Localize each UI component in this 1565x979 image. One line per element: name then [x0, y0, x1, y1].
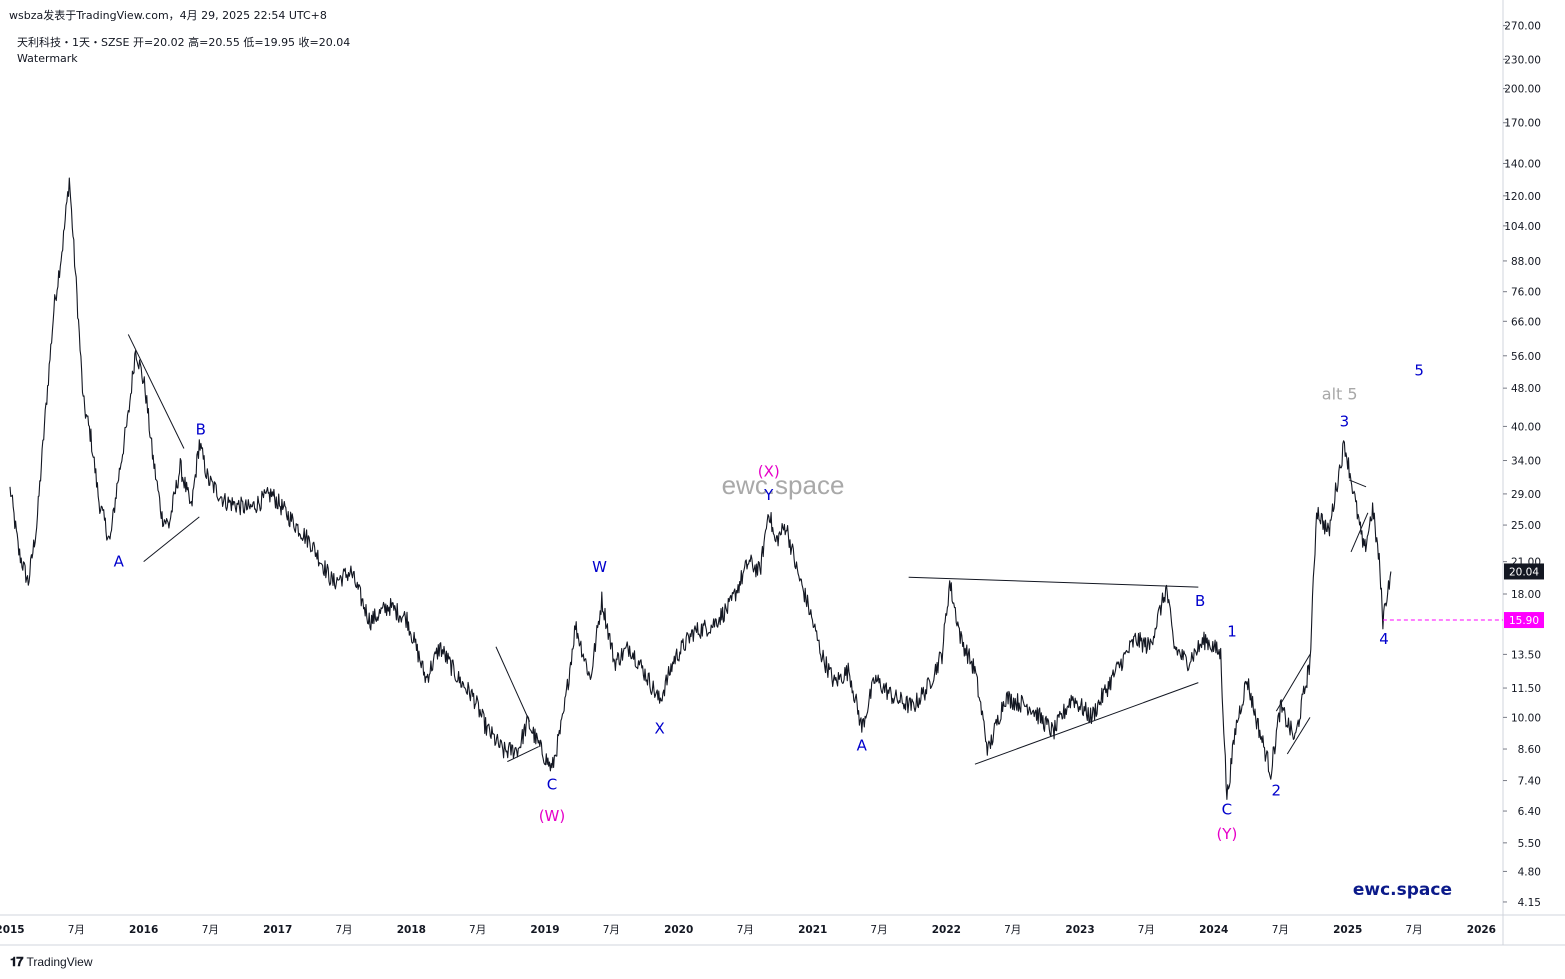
- price-tick-label: 6.40: [1518, 806, 1541, 818]
- price-tick-label: 34.00: [1511, 456, 1541, 468]
- trendline: [495, 646, 531, 722]
- wave-label: (W): [539, 807, 566, 825]
- time-tick-label: 7月: [1004, 924, 1021, 936]
- wave-label: W: [592, 558, 607, 576]
- price-tick-label: 48.00: [1511, 383, 1541, 395]
- time-tick-label: 7月: [737, 924, 754, 936]
- wave-label: C: [1222, 800, 1232, 818]
- trendline: [127, 334, 185, 449]
- price-tick-label: 29.00: [1511, 489, 1541, 501]
- time-tick-label: 7月: [469, 924, 486, 936]
- time-tick-label: 2026: [1467, 924, 1496, 936]
- time-tick-label: 2025: [1333, 924, 1362, 936]
- footer-brand: TradingView: [26, 955, 93, 969]
- price-tick-label: 66.00: [1511, 316, 1541, 328]
- trendline-layer: [127, 334, 1369, 765]
- trendline: [1350, 512, 1369, 553]
- time-tick-label: 7月: [1272, 924, 1289, 936]
- watermark-center-text: ewc.space: [722, 470, 845, 500]
- time-tick-label: 7月: [603, 924, 620, 936]
- trendline: [1275, 654, 1311, 712]
- wave-label: alt 5: [1322, 384, 1358, 403]
- price-tick-label: 5.50: [1518, 838, 1541, 850]
- watermark-layer: ewc.space: [722, 470, 845, 500]
- trendline: [1286, 717, 1311, 755]
- time-tick-label: 7月: [202, 924, 219, 936]
- time-tick-label: 2020: [664, 924, 693, 936]
- brand-label: ewc.space: [1353, 880, 1452, 900]
- trendline: [908, 576, 1199, 588]
- price-label-box: [1504, 612, 1544, 629]
- trendline: [974, 682, 1199, 765]
- price-tick-label: 4.15: [1518, 897, 1541, 909]
- price-series-layer: [9, 177, 1392, 800]
- price-tick-label: 104.00: [1504, 221, 1541, 233]
- wave-label: A: [857, 736, 868, 754]
- trendline: [507, 746, 540, 763]
- time-tick-label: 7月: [1405, 924, 1422, 936]
- time-tick-label: 2017: [263, 924, 292, 936]
- time-tick-label: 2021: [798, 924, 827, 936]
- wave-label: X: [654, 720, 664, 738]
- wave-label: B: [1195, 592, 1205, 610]
- price-tick-label: 56.00: [1511, 351, 1541, 363]
- price-label-text: 20.04: [1509, 566, 1539, 578]
- price-axis: 270.00 230.00 200.00 170.00 140.00 120.00 104.…: [1382, 21, 1544, 909]
- trendline: [1349, 479, 1367, 488]
- symbol-ohlc-legend: 天利科技・1天・SZSE 开=20.02 高=20.55 低=19.95 收=2…: [17, 36, 351, 49]
- price-tick-label: 120.00: [1504, 191, 1541, 203]
- watermark-label: Watermark: [17, 52, 78, 65]
- price-tick-label: 8.60: [1518, 744, 1541, 756]
- price-tick-label: 4.80: [1518, 866, 1541, 878]
- time-tick-label: 7月: [68, 924, 85, 936]
- chart-frame: [0, 0, 1565, 946]
- price-series-line: [9, 177, 1392, 800]
- wave-label: B: [196, 420, 206, 438]
- price-tick-label: 76.00: [1511, 287, 1541, 299]
- price-tick-label: 200.00: [1504, 84, 1541, 96]
- price-tick-label: 40.00: [1511, 421, 1541, 433]
- time-tick-label: 7月: [1138, 924, 1155, 936]
- time-tick-label: 2015: [0, 924, 25, 936]
- tradingview-logo-icon: 𝟏𝟕: [10, 954, 24, 969]
- wave-label: 2: [1272, 781, 1282, 799]
- time-tick-label: 2018: [397, 924, 426, 936]
- price-tick-label: 270.00: [1504, 21, 1541, 33]
- footer[interactable]: 𝟏𝟕 TradingView: [10, 954, 93, 970]
- price-tick-label: 13.50: [1511, 649, 1541, 661]
- price-tick-label: 11.50: [1511, 683, 1541, 695]
- price-tick-label: 25.00: [1511, 520, 1541, 532]
- price-tick-label: 10.00: [1511, 712, 1541, 724]
- time-tick-label: 2019: [530, 924, 559, 936]
- wave-label: C: [547, 775, 557, 793]
- wave-label: 1: [1227, 623, 1237, 641]
- time-tick-label: 2023: [1065, 924, 1094, 936]
- time-axis: 2015 7月 2016 7月 2017 7月 2018 7月 2019 7月 2020 7月 2021…: [0, 924, 1496, 936]
- time-tick-label: 7月: [335, 924, 352, 936]
- wave-label: 4: [1379, 630, 1389, 648]
- price-label-text: 15.90: [1509, 615, 1539, 627]
- price-tick-label: 88.00: [1511, 256, 1541, 268]
- wave-label: 3: [1340, 412, 1350, 430]
- time-tick-label: 7月: [870, 924, 887, 936]
- trendline: [143, 516, 200, 563]
- time-tick-label: 2022: [932, 924, 961, 936]
- price-tick-label: 230.00: [1504, 54, 1541, 66]
- price-tick-label: 18.00: [1511, 589, 1541, 601]
- wave-label-layer: A B C (W) W X Y (X) A B 1 C (Y) 2 3 alt 5 4 5 ewc.space: [114, 361, 1452, 900]
- price-tick-label: 7.40: [1518, 776, 1541, 788]
- price-label-box: [1504, 563, 1544, 580]
- wave-label: Y: [763, 486, 774, 504]
- publish-info: wsbza发表于TradingView.com，4月 29, 2025 22:5…: [9, 9, 327, 22]
- price-tick-label: 170.00: [1504, 118, 1541, 130]
- wave-label: 5: [1414, 361, 1424, 379]
- wave-label: (Y): [1216, 825, 1237, 843]
- wave-label: (X): [758, 463, 780, 481]
- wave-label: A: [114, 553, 125, 571]
- time-tick-label: 2016: [129, 924, 158, 936]
- time-tick-label: 2024: [1199, 924, 1228, 936]
- price-tick-label: 140.00: [1504, 158, 1541, 170]
